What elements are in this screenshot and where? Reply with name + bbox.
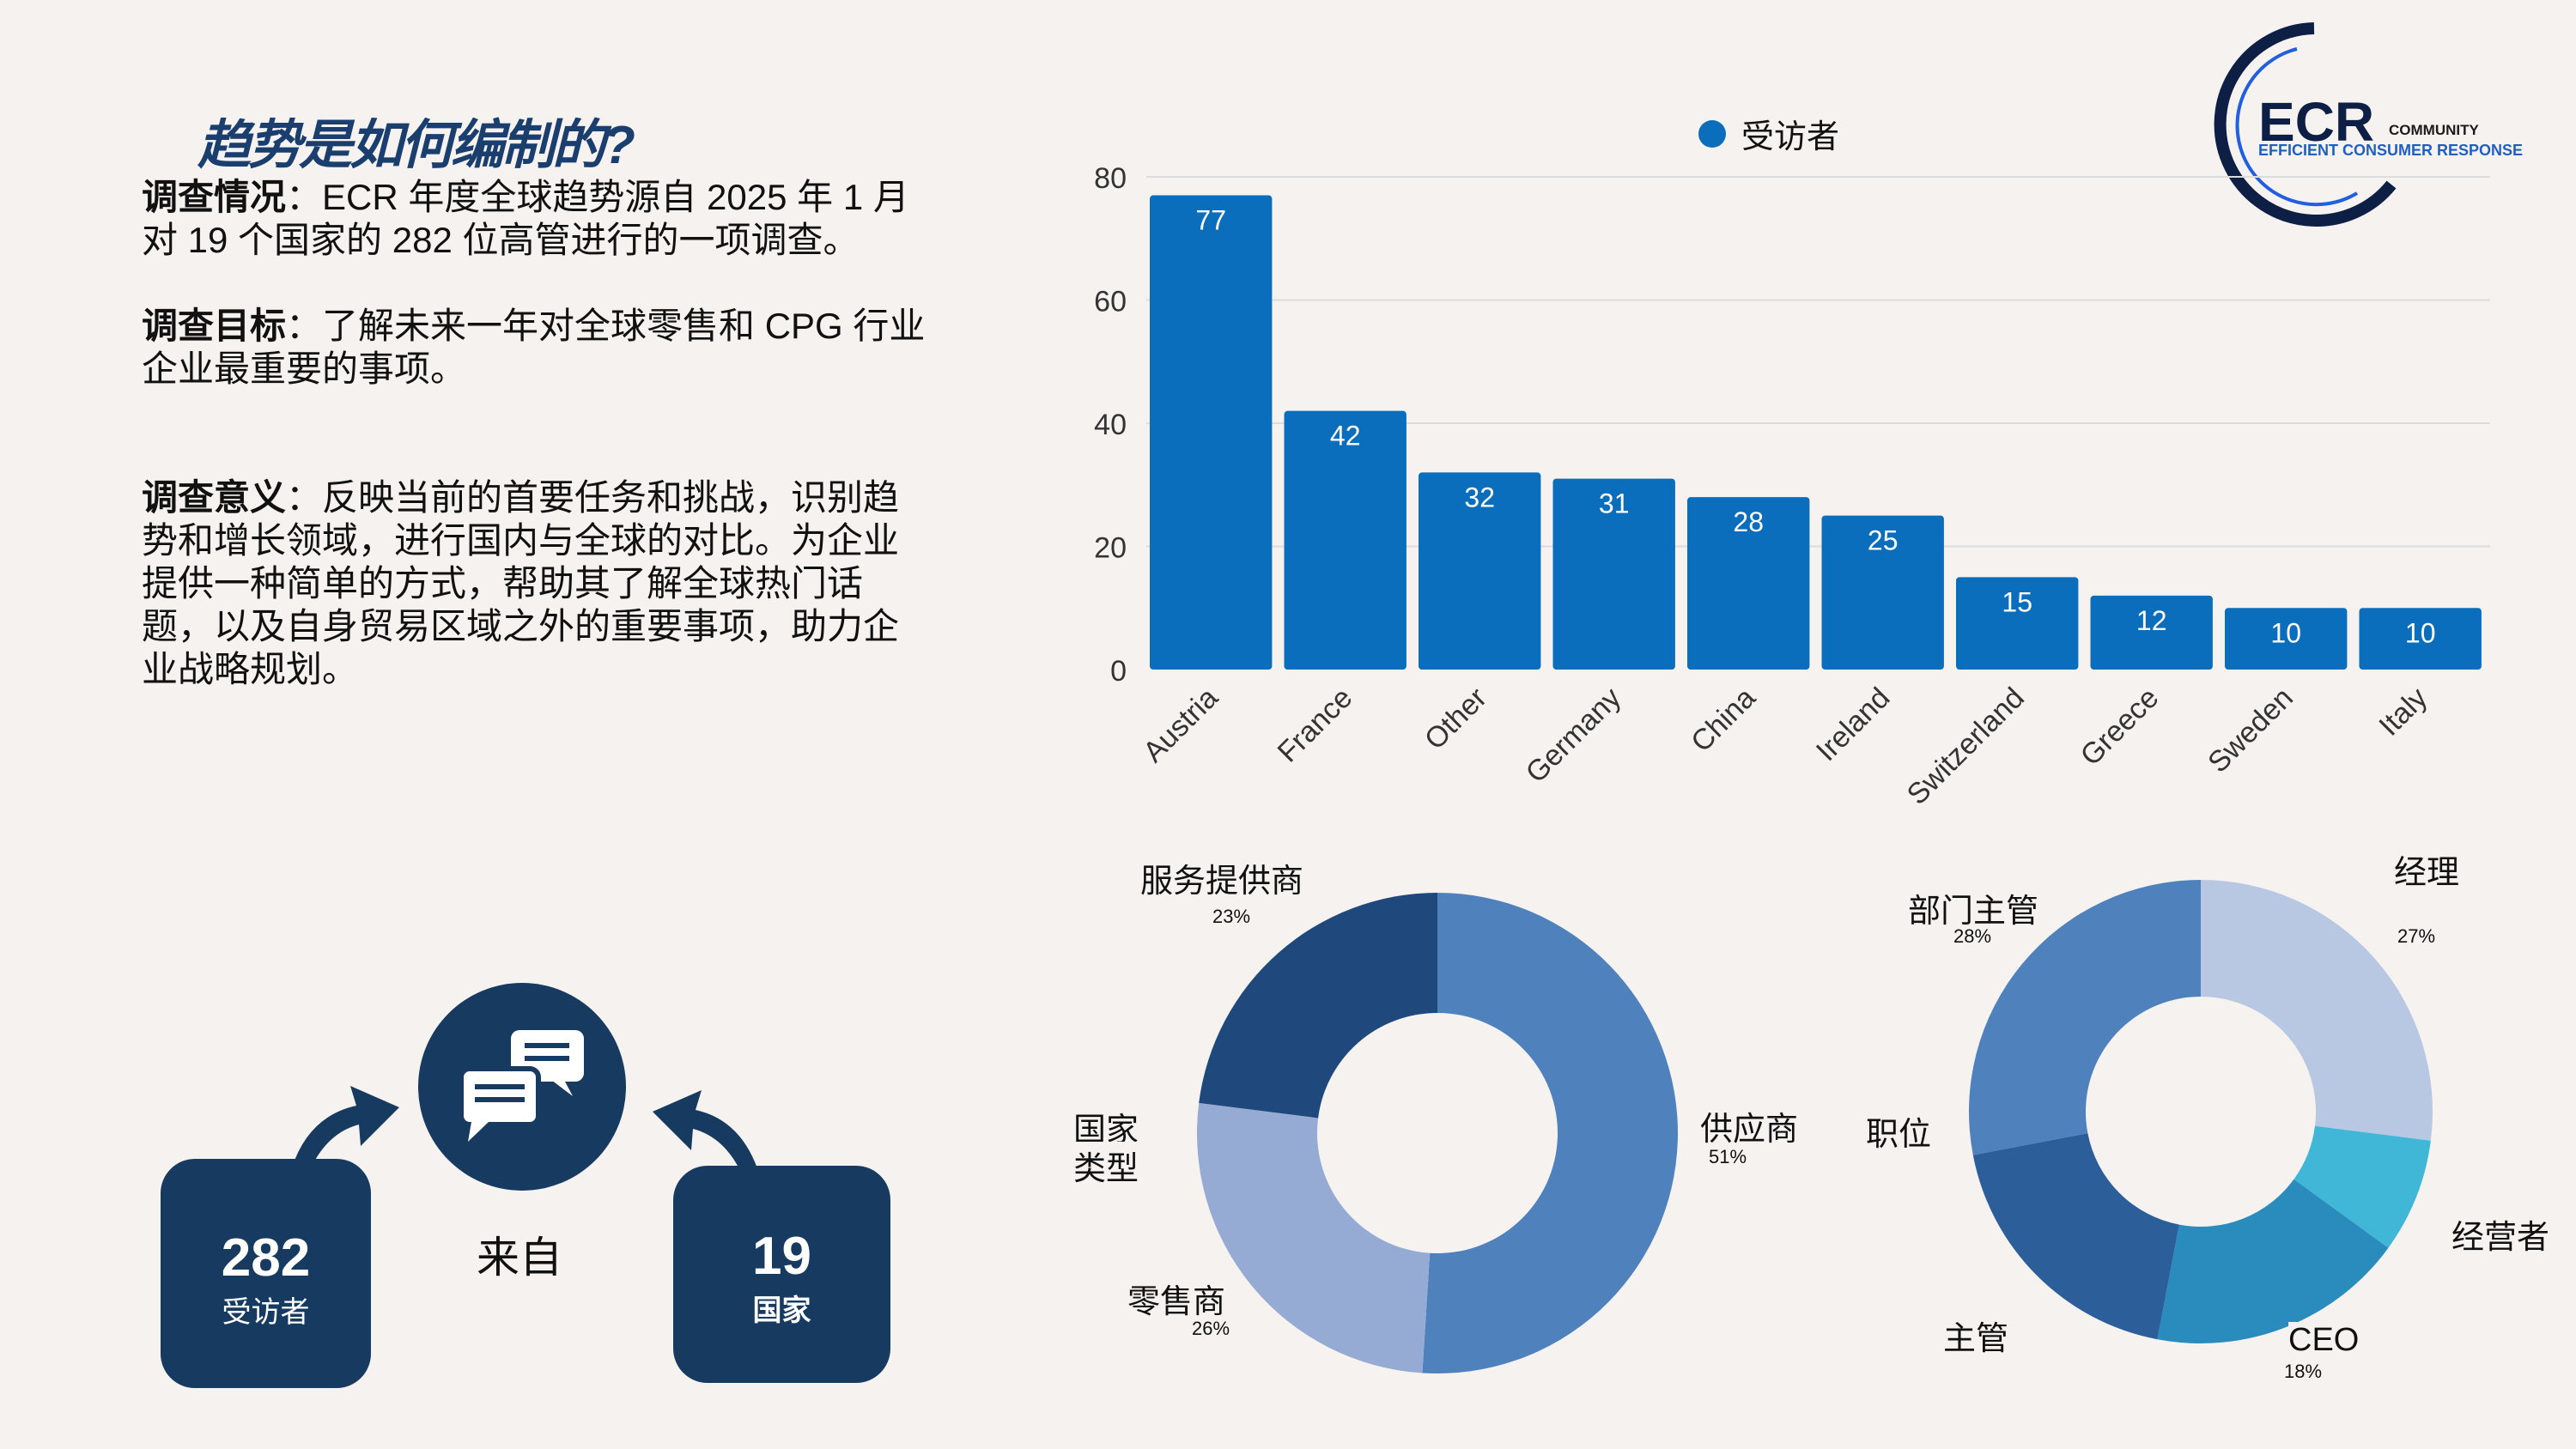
- sep: ：: [286, 177, 323, 217]
- sep: ：: [286, 477, 323, 518]
- bar-value-label: 25: [1868, 525, 1899, 556]
- pct-dept-head: 28%: [1953, 925, 1992, 947]
- bar-chart: 02040608077Austria42France32Other31Germa…: [1094, 162, 2490, 811]
- bar-value-label: 10: [2270, 617, 2301, 648]
- respondents-value: 282: [221, 1228, 311, 1288]
- legend-label: 受访者: [1741, 119, 1840, 155]
- bar-value-label: 10: [2405, 617, 2436, 648]
- section-label: 调查情况: [142, 177, 287, 217]
- logo-arc-icon: [2214, 22, 2397, 227]
- pct-manager: 27%: [2397, 925, 2436, 947]
- donut-slice: [1969, 880, 2201, 1155]
- pct-retailer: 26%: [1192, 1318, 1230, 1339]
- bar-china: [1687, 497, 1810, 670]
- donut-slice: [1972, 1133, 2179, 1340]
- donut-slice: [1422, 893, 1678, 1373]
- label-retailer: 零售商: [1127, 1275, 1226, 1322]
- countries-value: 19: [752, 1227, 811, 1286]
- arrow-up-left-icon: [653, 1090, 760, 1176]
- y-tick-label: 80: [1094, 162, 1127, 195]
- bar-value-label: 42: [1330, 421, 1361, 452]
- y-tick-label: 20: [1094, 532, 1127, 565]
- label-country-type-2: 类型: [1073, 1142, 1139, 1189]
- bar-italy: [2359, 608, 2482, 670]
- chat-bubbles-icon: [418, 983, 626, 1191]
- section-meaning: 调查意义：反映当前的首要任务和挑战，识别趋势和增长领域，进行国内与全球的对比。为…: [142, 476, 932, 691]
- logo-tagline: EFFICIENT CONSUMER RESPONSE: [2258, 142, 2524, 159]
- bar-greece: [2090, 595, 2213, 670]
- logo-sub: COMMUNITY: [2389, 122, 2479, 138]
- pct-supplier: 51%: [1709, 1146, 1747, 1167]
- donut-slice: [1197, 1102, 1431, 1373]
- pct-ceo: 18%: [2284, 1361, 2323, 1382]
- section-text: 了解未来一年对全球零售和 CPG 行业企业最重要的事项。: [142, 306, 926, 389]
- countries-card: 19 国家: [673, 1166, 890, 1383]
- legend-dot-icon: [1698, 119, 1726, 148]
- section-text: 反映当前的首要任务和挑战，识别趋势和增长领域，进行国内与全球的对比。为企业提供一…: [142, 477, 900, 689]
- arrow-up-right-icon: [292, 1086, 399, 1172]
- bar-value-label: 31: [1599, 488, 1630, 519]
- respondents-label: 受访者: [222, 1296, 310, 1329]
- bar-ireland: [1821, 515, 1944, 670]
- bar-sweden: [2225, 608, 2348, 670]
- pct-service-provider: 23%: [1212, 906, 1251, 927]
- bar-value-label: 77: [1195, 205, 1226, 236]
- label-operator: 经营者: [2451, 1210, 2550, 1258]
- from-label: 来自: [477, 1234, 562, 1282]
- bar-value-label: 12: [2136, 605, 2167, 636]
- logo-main: ECR: [2258, 91, 2375, 153]
- section-label: 调查目标: [142, 306, 287, 346]
- ecr-logo: ECR COMMUNITY EFFICIENT CONSUMER RESPONS…: [2211, 21, 2555, 227]
- donut-slice: [2293, 1125, 2431, 1248]
- countries-label: 国家: [752, 1294, 811, 1327]
- donut-slice: [2157, 1179, 2389, 1343]
- bar-value-label: 28: [1733, 506, 1764, 537]
- section-text: ECR 年度全球趋势源自 2025 年 1 月对 19 个国家的 282 位高管…: [142, 177, 909, 260]
- section-survey: 调查情况：ECR 年度全球趋势源自 2025 年 1 月对 19 个国家的 28…: [142, 176, 932, 262]
- donut-slice: [1199, 893, 1437, 1119]
- label-dept-head: 部门主管: [1908, 884, 2039, 931]
- bar-switzerland: [1956, 577, 2079, 670]
- section-goal: 调查目标：了解未来一年对全球零售和 CPG 行业企业最重要的事项。: [142, 305, 932, 391]
- y-tick-label: 40: [1094, 409, 1127, 441]
- section-label: 调查意义: [142, 477, 287, 518]
- y-tick-label: 0: [1110, 655, 1127, 688]
- bar-france: [1284, 410, 1406, 670]
- bar-austria: [1150, 195, 1273, 670]
- bar-legend: 受访者: [1698, 110, 1839, 157]
- label-director: 主管: [1943, 1312, 2009, 1359]
- y-tick-label: 60: [1094, 286, 1127, 318]
- label-position: 职位: [1866, 1107, 1932, 1155]
- label-service-provider: 服务提供商: [1140, 854, 1304, 901]
- respondents-card: 282 受访者: [161, 1159, 371, 1388]
- label-manager: 经理: [2394, 846, 2460, 893]
- bar-germany: [1552, 478, 1675, 670]
- bar-value-label: 32: [1464, 482, 1495, 512]
- page-title: 趋势是如何编制的?: [197, 116, 635, 175]
- bar-value-label: 15: [2002, 586, 2032, 617]
- label-ceo: CEO: [2288, 1322, 2360, 1359]
- bar-other: [1419, 472, 1541, 670]
- sep: ：: [286, 306, 323, 346]
- label-supplier: 供应商: [1700, 1102, 1799, 1149]
- donut-slice: [2201, 880, 2433, 1141]
